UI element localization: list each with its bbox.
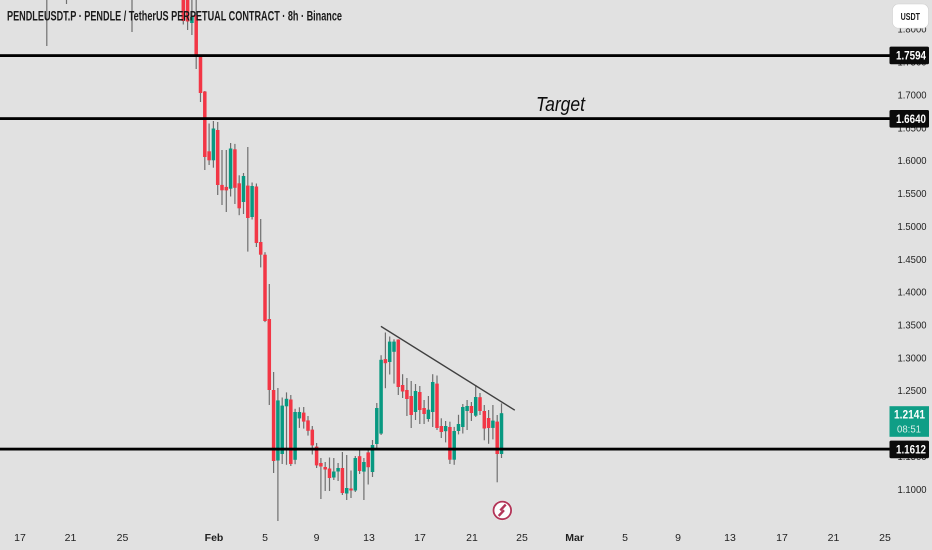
svg-text:21: 21 [65,532,77,544]
svg-text:1.1000: 1.1000 [898,484,927,496]
svg-text:5: 5 [622,532,628,544]
svg-text:9: 9 [314,532,320,544]
svg-text:21: 21 [828,532,840,544]
svg-text:USDT: USDT [901,11,921,23]
svg-text:1.1612: 1.1612 [896,445,926,457]
svg-text:1.2500: 1.2500 [898,385,927,397]
svg-text:Feb: Feb [205,532,224,544]
svg-text:17: 17 [14,532,26,544]
svg-text:25: 25 [117,532,129,544]
svg-text:21: 21 [466,532,478,544]
svg-text:1.4500: 1.4500 [898,254,927,266]
svg-text:5: 5 [262,532,268,544]
svg-text:1.3500: 1.3500 [898,320,927,332]
svg-text:1.4000: 1.4000 [898,287,927,299]
svg-text:25: 25 [879,532,891,544]
svg-text:1.3000: 1.3000 [898,352,927,364]
svg-text:13: 13 [363,532,375,544]
svg-text:1.6640: 1.6640 [896,114,926,126]
svg-text:17: 17 [776,532,788,544]
svg-text:1.5500: 1.5500 [898,188,927,200]
svg-text:9: 9 [675,532,681,544]
svg-text:25: 25 [516,532,528,544]
svg-text:Mar: Mar [565,532,584,544]
svg-text:Target: Target [536,94,586,116]
svg-text:17: 17 [414,532,426,544]
svg-text:PENDLEUSDT.P · PENDLE / Tether: PENDLEUSDT.P · PENDLE / TetherUS PERPETU… [7,9,342,24]
svg-text:1.7594: 1.7594 [896,51,927,63]
svg-text:08:51: 08:51 [897,424,921,435]
svg-text:13: 13 [724,532,736,544]
svg-text:1.7000: 1.7000 [898,89,927,101]
svg-text:1.6000: 1.6000 [898,155,927,167]
svg-text:1.2141: 1.2141 [894,409,926,421]
svg-text:1.5000: 1.5000 [898,221,927,233]
